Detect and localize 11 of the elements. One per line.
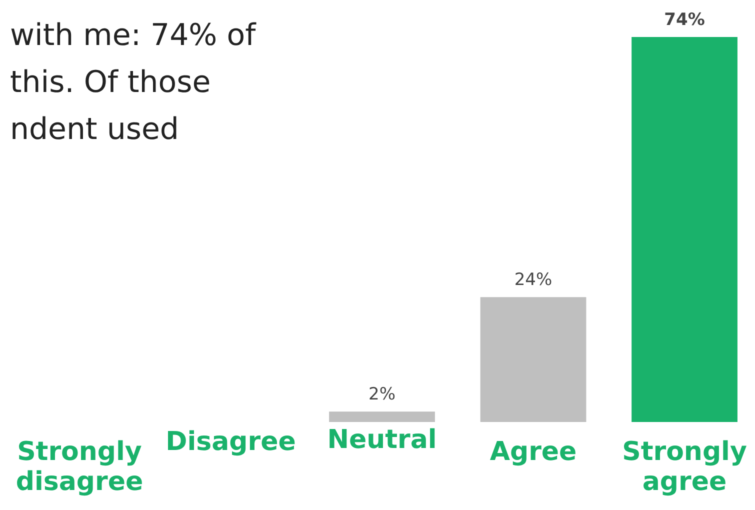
data-label: 2% [368, 384, 396, 405]
x-tick-label: Neutral [327, 425, 437, 455]
annotation: ndent used [10, 112, 179, 147]
x-tick-label: Disagree [166, 427, 296, 457]
x-tick-label: Strongly agree [622, 437, 747, 497]
annotation: this. Of those [10, 65, 211, 100]
data-label: 74% [664, 10, 705, 30]
data-label: 24% [514, 270, 552, 290]
x-tick-label: Strongly disagree [16, 437, 144, 497]
x-tick-label: Agree [490, 437, 577, 467]
annotation: with me: 74% of [10, 18, 258, 53]
